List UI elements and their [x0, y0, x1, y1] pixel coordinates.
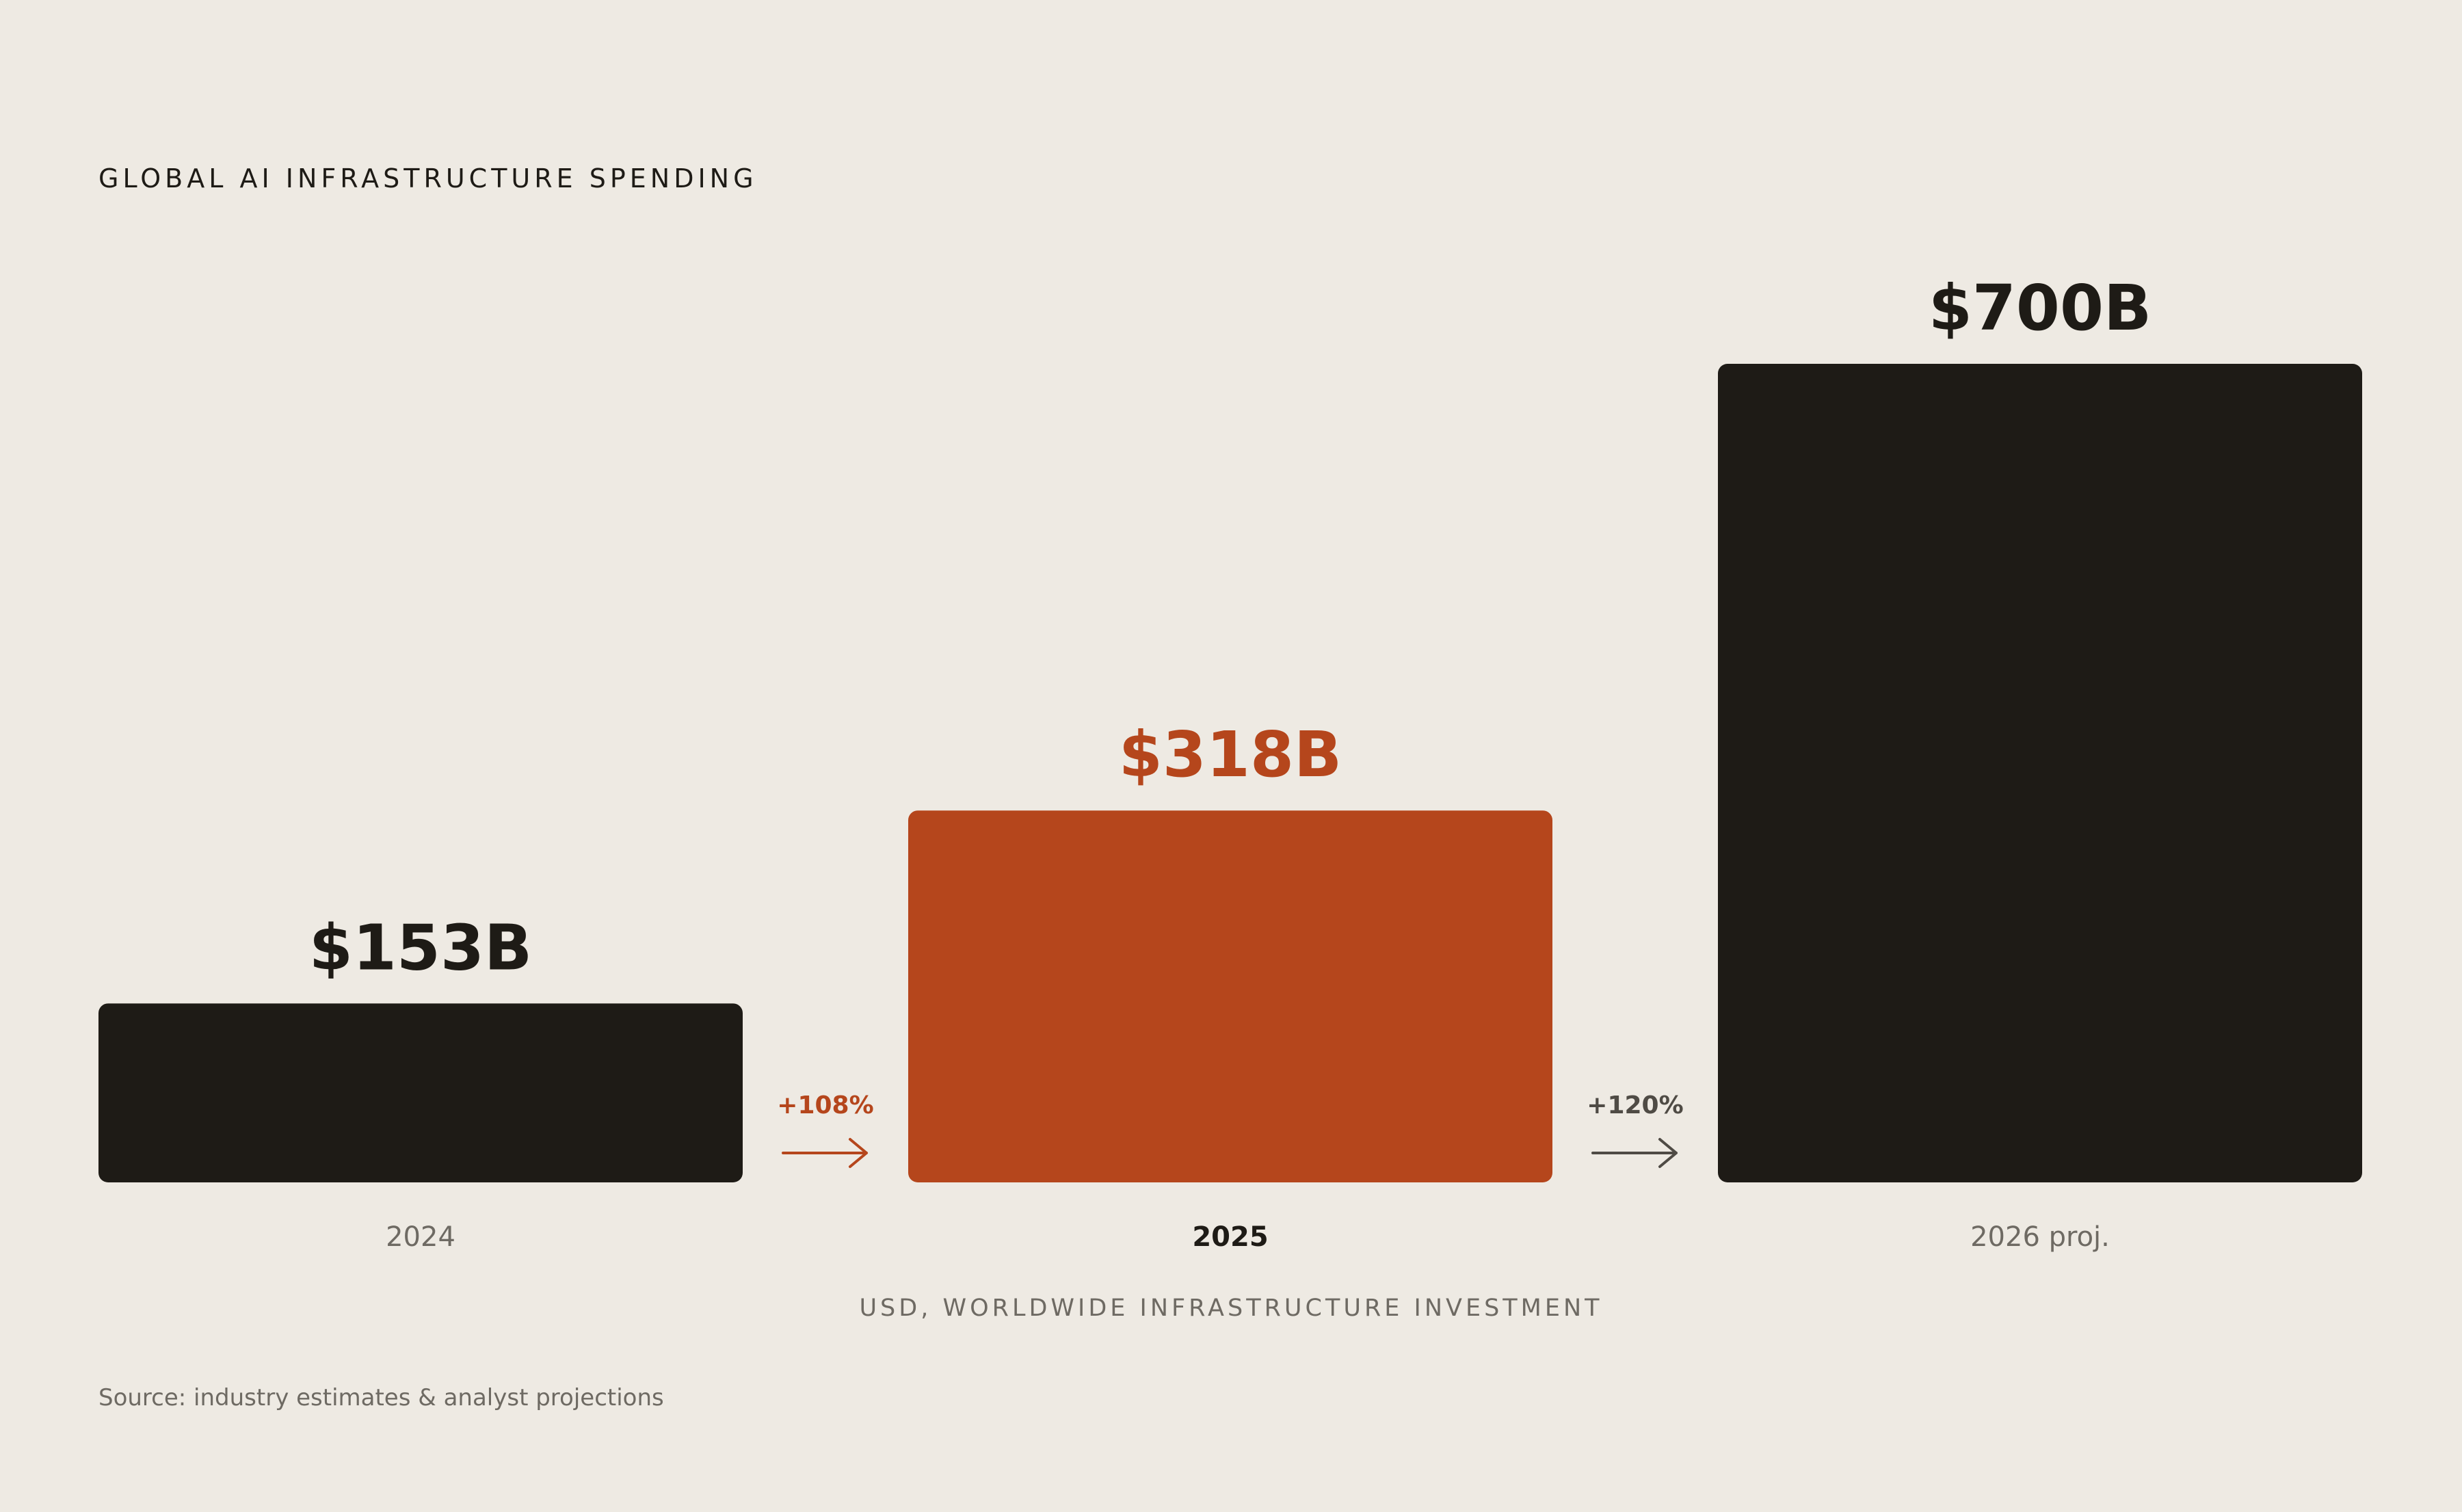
growth-arrow-icon-2 [1591, 1138, 1678, 1168]
bar-3 [1718, 364, 2362, 1182]
growth-label-1: +108% [777, 1091, 873, 1119]
category-label-3: 2026 proj. [1970, 1221, 2110, 1253]
chart-subtitle: USD, WORLDWIDE INFRASTRUCTURE INVESTMENT [859, 1295, 1602, 1322]
bar-1 [98, 1003, 743, 1182]
chart-title: GLOBAL AI INFRASTRUCTURE SPENDING [98, 163, 758, 194]
chart-marks: $153B 2024 $318B 2025 $700B 2026 proj. +108% +1… [98, 271, 2362, 1253]
source-note: Source: industry estimates & analyst pro… [98, 1384, 664, 1411]
category-label-1: 2024 [386, 1221, 455, 1253]
growth-label-2: +120% [1587, 1091, 1683, 1119]
value-label-3: $700B [1929, 271, 2152, 345]
growth-arrow-icon-1 [782, 1138, 868, 1168]
category-label-2: 2025 [1192, 1221, 1268, 1253]
bar-2 [908, 810, 1552, 1182]
value-label-2: $318B [1119, 718, 1342, 791]
value-label-1: $153B [309, 911, 532, 984]
